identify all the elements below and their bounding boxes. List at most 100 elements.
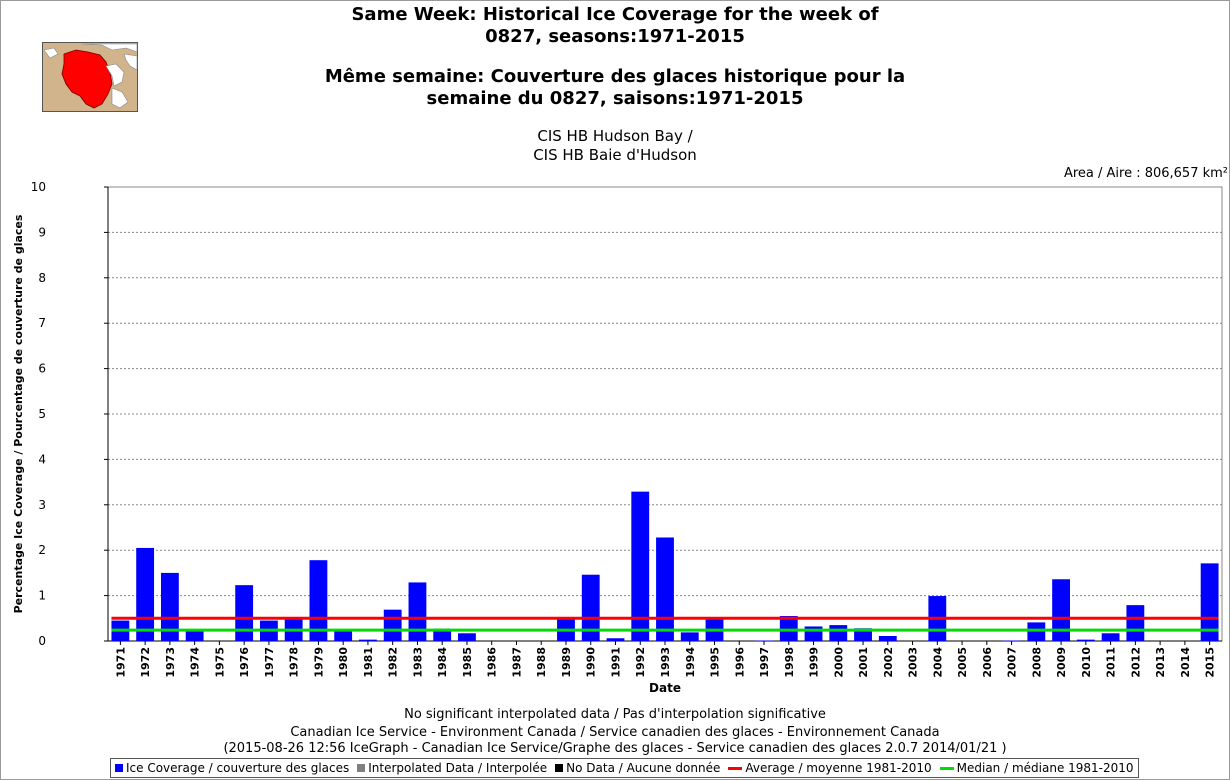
y-tick-label: 5	[38, 407, 46, 421]
bar	[581, 574, 600, 641]
x-tick-label: 1974	[189, 647, 202, 678]
x-tick-label: 1973	[164, 647, 177, 678]
x-tick-label: 1980	[337, 647, 350, 678]
x-tick-label: 2014	[1179, 647, 1192, 678]
x-tick-label: 1998	[783, 647, 796, 678]
x-tick-label: 2005	[956, 647, 969, 678]
x-tick-label: 1976	[238, 647, 251, 678]
x-tick-label: 2009	[1055, 647, 1068, 678]
x-axis-label: Date	[649, 681, 681, 695]
region-label: CIS HB Hudson Bay / CIS HB Baie d'Hudson	[533, 127, 697, 164]
x-tick-label: 2000	[832, 647, 845, 678]
legend-swatch-interpolated	[357, 764, 366, 772]
bar	[408, 582, 427, 641]
region-map-icon	[42, 42, 138, 112]
y-tick-label: 4	[38, 452, 46, 466]
bar	[1027, 622, 1046, 641]
legend-item-interpolated: Interpolated Data / Interpolée	[357, 761, 547, 775]
bar	[235, 585, 254, 641]
x-tick-label: 2013	[1154, 647, 1167, 678]
footer-generator-info: (2015-08-26 12:56 IceGraph - Canadian Ic…	[223, 741, 1007, 756]
legend-item-nodata: No Data / Aucune donnée	[555, 761, 720, 775]
legend-item-median: Median / médiane 1981-2010	[939, 761, 1134, 775]
bar	[160, 572, 179, 641]
bar	[334, 631, 353, 641]
x-tick-label: 1997	[758, 647, 771, 678]
x-tick-label: 1975	[213, 647, 226, 678]
title-english: Same Week: Historical Ice Coverage for t…	[351, 4, 879, 47]
legend-item-coverage: Ice Coverage / couverture des glaces	[115, 761, 349, 775]
title-french: Même semaine: Couverture des glaces hist…	[324, 66, 906, 109]
bar	[458, 633, 476, 641]
x-tick-label: 1993	[659, 647, 672, 678]
bar	[136, 547, 155, 641]
x-tick-label: 2008	[1030, 647, 1043, 678]
x-tick-label: 2012	[1129, 647, 1142, 678]
bar	[185, 631, 204, 641]
x-tick-label: 2007	[1006, 647, 1019, 678]
bar	[878, 636, 897, 641]
legend-swatch-coverage	[115, 764, 123, 772]
x-tick-label: 1983	[411, 647, 424, 678]
chart-legend: Ice Coverage / couverture des glaces Int…	[110, 758, 1139, 778]
x-tick-label: 1991	[609, 647, 622, 678]
x-tick-label: 1996	[733, 647, 746, 678]
x-tick-label: 1989	[560, 647, 573, 678]
footer-interpolation-note: No significant interpolated data / Pas d…	[404, 707, 826, 722]
x-tick-label: 1999	[808, 647, 821, 678]
x-tick-label: 1990	[585, 647, 598, 678]
bar	[1200, 563, 1219, 641]
y-tick-label: 7	[38, 316, 46, 330]
y-tick-label: 9	[38, 225, 46, 239]
x-tick-label: 1984	[436, 647, 449, 678]
bar	[606, 638, 625, 641]
x-tick-label: 1979	[312, 647, 325, 678]
bar	[680, 632, 699, 641]
x-tick-label: 2003	[907, 647, 920, 678]
bar	[383, 609, 402, 641]
y-tick-label: 0	[38, 634, 46, 648]
legend-item-average: Average / moyenne 1981-2010	[728, 761, 932, 775]
footer-credits: Canadian Ice Service - Environment Canad…	[290, 725, 940, 740]
bar	[1076, 639, 1095, 641]
bar	[359, 639, 377, 641]
legend-swatch-median	[939, 766, 954, 770]
y-tick-label: 3	[38, 498, 46, 512]
y-tick-label: 2	[38, 543, 46, 557]
legend-swatch-nodata	[555, 764, 564, 772]
bar	[656, 537, 674, 641]
x-tick-label: 2006	[981, 647, 994, 678]
x-tick-label: 2015	[1204, 647, 1217, 678]
x-tick-label: 2001	[857, 647, 870, 678]
bar	[1052, 579, 1071, 641]
y-axis-label: Percentage Ice Coverage / Pourcentage de…	[12, 214, 25, 613]
y-tick-label: 1	[38, 589, 46, 603]
x-tick-label: 1985	[461, 647, 474, 678]
area-label: Area / Aire : 806,657 km²	[1063, 166, 1228, 181]
x-tick-label: 1977	[263, 647, 276, 678]
bar	[779, 616, 798, 641]
x-tick-label: 1978	[288, 647, 301, 678]
x-tick-label: 2010	[1080, 647, 1093, 678]
x-tick-label: 1988	[535, 647, 548, 678]
x-tick-label: 1995	[709, 647, 722, 678]
x-tick-label: 2011	[1105, 647, 1118, 678]
x-tick-label: 1992	[634, 647, 647, 678]
y-tick-label: 8	[38, 271, 46, 285]
bar	[631, 491, 650, 641]
legend-swatch-average	[728, 766, 743, 770]
x-tick-label: 1981	[362, 647, 375, 678]
bar	[1101, 633, 1120, 641]
x-tick-label: 1987	[510, 647, 523, 678]
x-tick-label: 2004	[931, 647, 944, 678]
x-tick-label: 1972	[139, 647, 152, 678]
x-tick-label: 1986	[486, 647, 499, 678]
x-tick-label: 1971	[114, 647, 127, 678]
x-tick-label: 1994	[684, 647, 697, 678]
x-tick-label: 1982	[387, 647, 400, 678]
y-tick-label: 10	[31, 180, 46, 194]
bar	[1126, 605, 1145, 641]
x-tick-label: 2002	[882, 647, 895, 678]
bar	[829, 625, 848, 641]
y-tick-label: 6	[38, 362, 46, 376]
